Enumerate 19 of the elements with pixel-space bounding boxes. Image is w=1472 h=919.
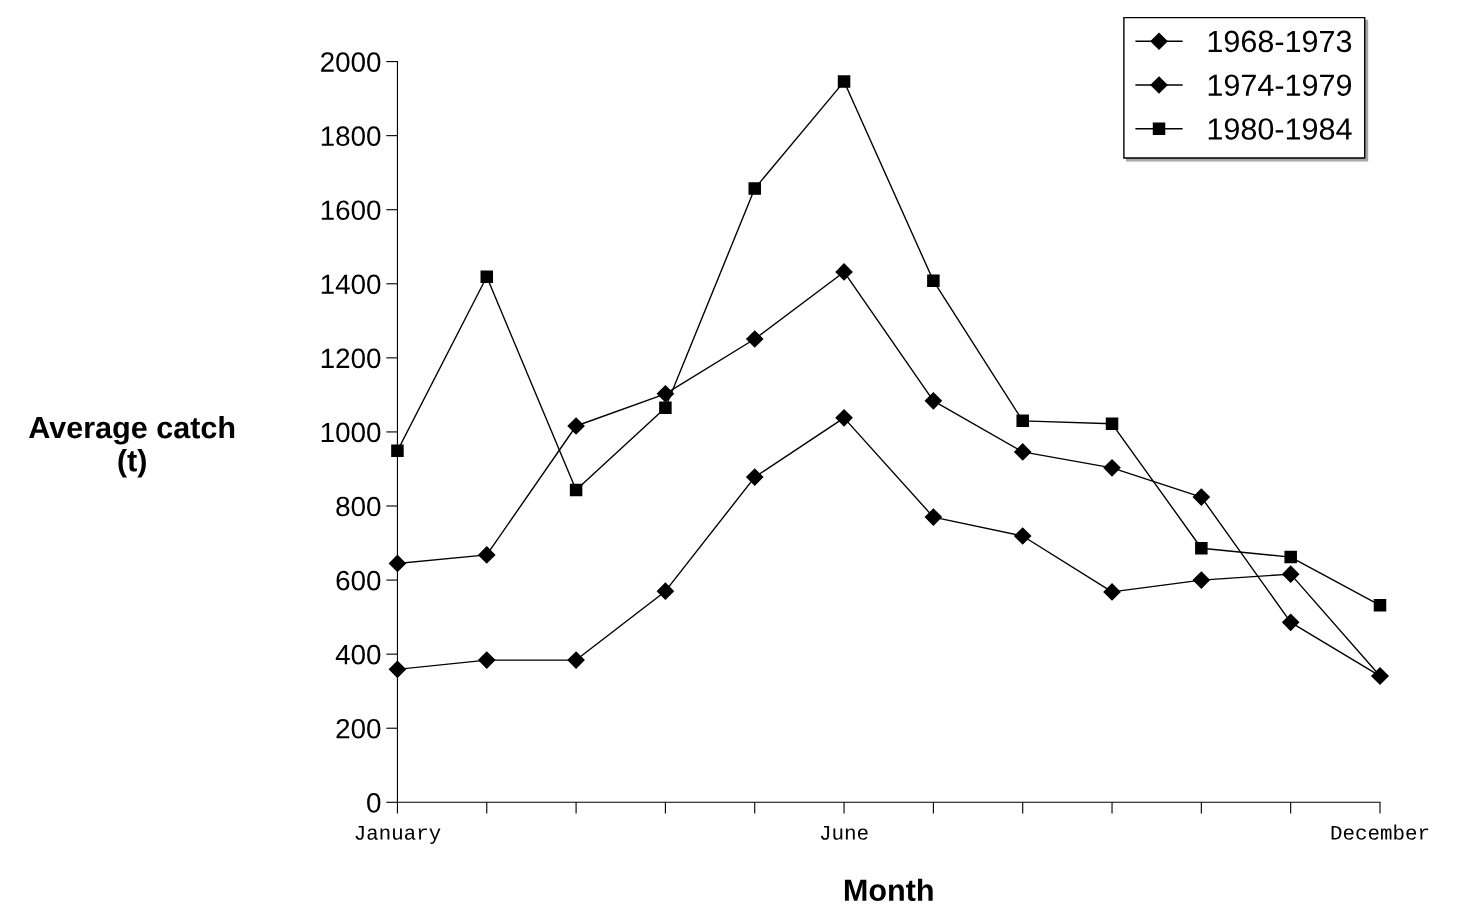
y-tick-label: 1800: [321, 126, 381, 146]
x-tick-label: December: [1331, 824, 1429, 840]
x-tick-label: June: [820, 825, 868, 840]
y-tick-label: 1400: [321, 274, 381, 295]
legend-label: 1974-1979: [1208, 74, 1352, 97]
x-axis-title: Month: [844, 878, 933, 902]
x-tick-label: January: [355, 825, 441, 844]
y-tick-label: 200: [336, 718, 381, 739]
y-tick-label: 800: [336, 496, 381, 517]
y-tick-label: 2000: [321, 52, 381, 72]
y-axis-title: Average catch (t): [29, 415, 235, 478]
y-tick-label: 400: [335, 644, 381, 665]
y-tick-label: 600: [336, 570, 381, 591]
y-tick-label: 0: [367, 792, 381, 813]
y-tick-label: 1600: [321, 200, 381, 221]
y-tick-label: 1000: [321, 422, 381, 443]
legend-label: 1968-1973: [1208, 30, 1352, 53]
legend-label: 1980-1984: [1208, 118, 1352, 140]
y-tick-label: 1200: [321, 348, 381, 369]
